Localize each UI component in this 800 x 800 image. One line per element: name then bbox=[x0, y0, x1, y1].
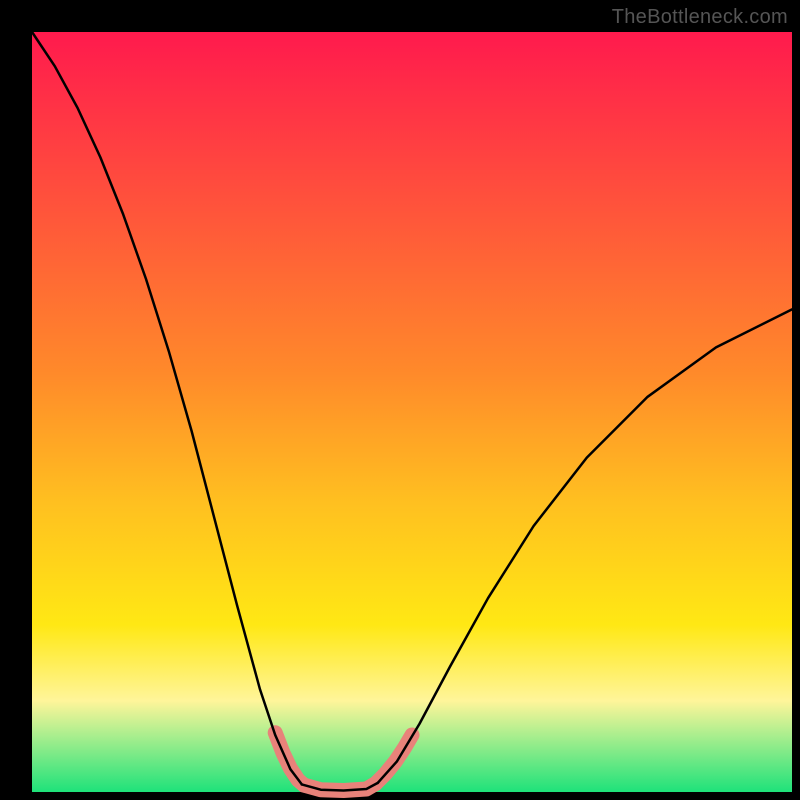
marker-right-markers bbox=[376, 735, 412, 784]
chart-plot-area bbox=[32, 32, 792, 792]
marker-layer bbox=[275, 733, 412, 791]
curve-left-descent bbox=[32, 32, 302, 784]
chart-svg bbox=[32, 32, 792, 792]
marker-left-markers bbox=[275, 733, 304, 785]
watermark-text: TheBottleneck.com bbox=[612, 6, 788, 29]
curve-layer bbox=[32, 32, 792, 790]
curve-right-ascent bbox=[378, 309, 792, 782]
